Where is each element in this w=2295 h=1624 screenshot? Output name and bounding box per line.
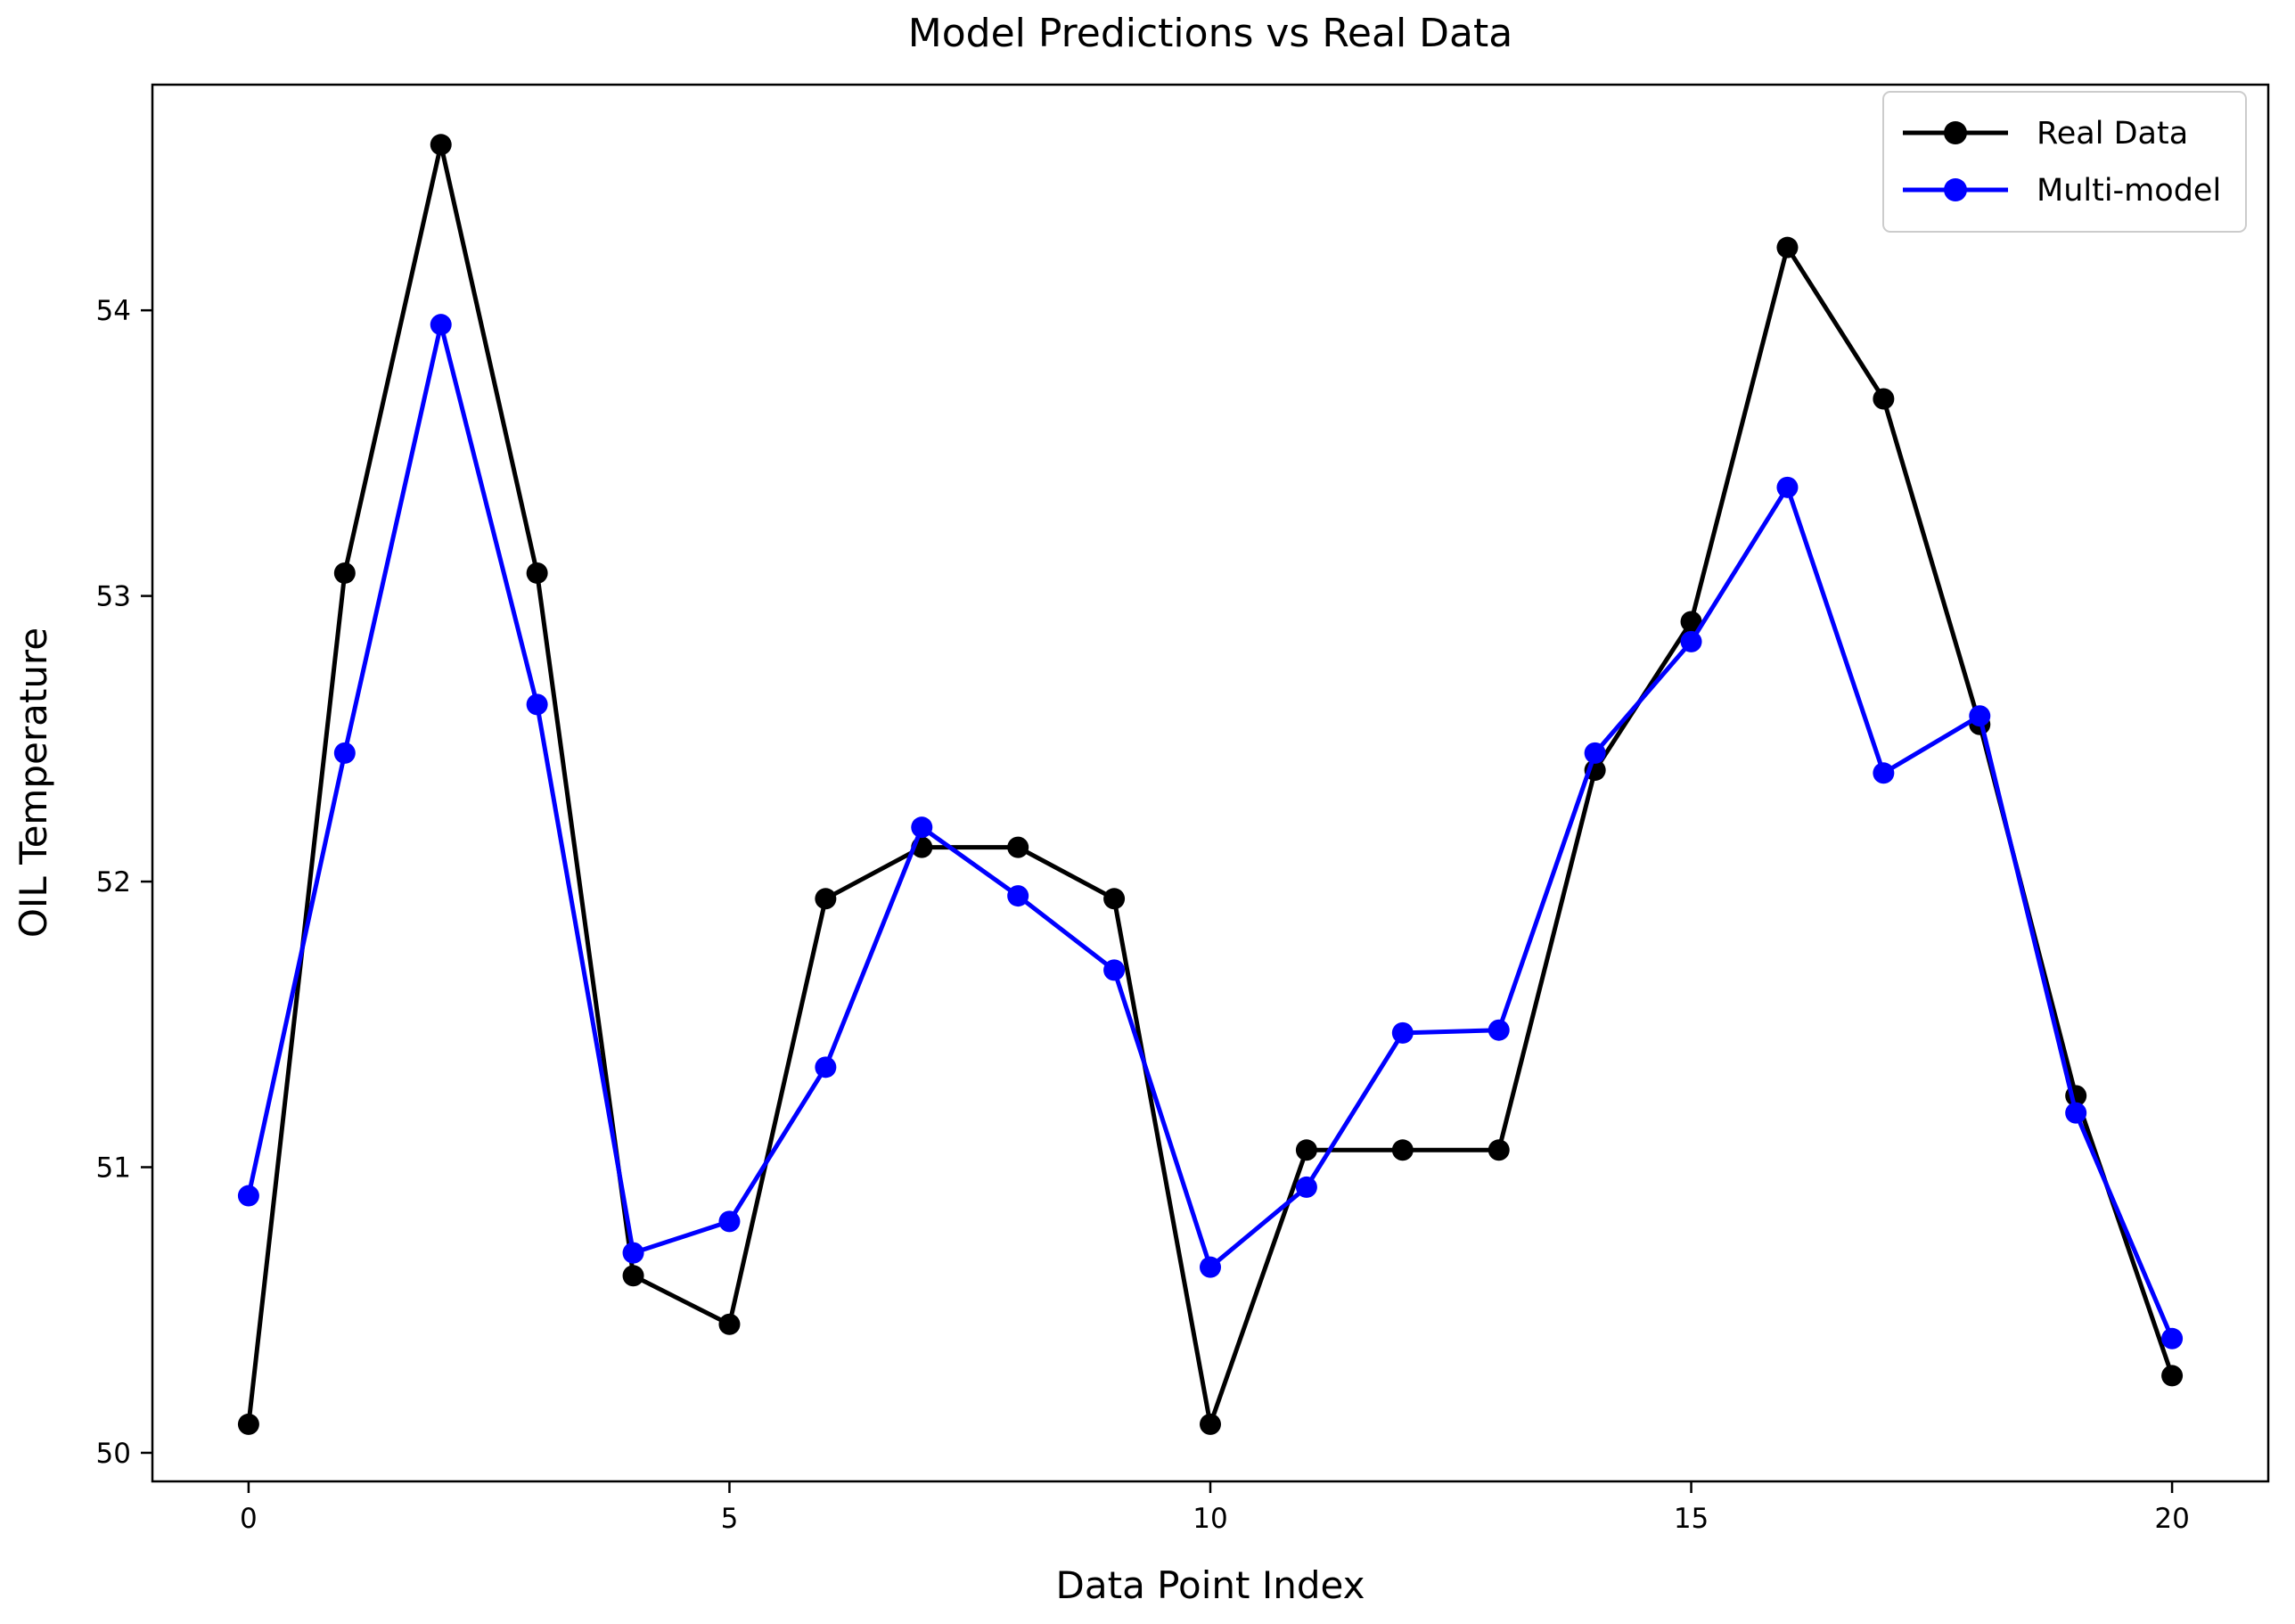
real-data-data-point: [1873, 388, 1895, 410]
real-data-data-point: [1295, 1139, 1317, 1161]
multi-model-data-point: [1873, 762, 1895, 784]
multi-model-data-point: [815, 1056, 837, 1079]
real-data-data-point: [1200, 1413, 1221, 1435]
multi-model-data-point: [1969, 705, 1991, 727]
real-data-data-point: [333, 562, 356, 584]
real-data-data-point: [1391, 1139, 1414, 1161]
x-tick-label: 10: [1193, 1503, 1227, 1535]
legend-entry-label: Real Data: [2037, 116, 2188, 152]
plot-frame: [151, 83, 2270, 1483]
x-tick-label: 0: [240, 1503, 258, 1535]
multi-model-data-point: [1295, 1176, 1317, 1198]
real-data-data-point: [622, 1265, 644, 1287]
multi-model-series-line: [246, 322, 2175, 1340]
multi-model-data-point: [2065, 1102, 2087, 1124]
multi-model-data-point: [1584, 742, 1606, 764]
chart-title: Model Predictions vs Real Data: [908, 11, 1512, 56]
multi-model-data-point: [911, 816, 933, 839]
real-data-data-point: [1488, 1139, 1510, 1161]
legend-box: [1882, 91, 2247, 233]
real-data-data-point: [1776, 236, 1799, 258]
x-tick-label: 15: [1674, 1503, 1709, 1535]
y-tick-label: 53: [96, 581, 131, 613]
multi-model-data-point: [1200, 1256, 1221, 1278]
legend-entry-label: Multi-model: [2037, 173, 2221, 209]
series-layer: [237, 134, 2184, 1435]
multi-model-data-point: [622, 1242, 644, 1264]
real-data-data-point: [1103, 888, 1126, 910]
tick-layer: 0 5 10 15 20 50 51 52 53 54: [96, 295, 2190, 1535]
multi-model-data-point: [430, 314, 452, 336]
real-data-data-point: [1007, 836, 1029, 858]
real-data-series-line: [246, 142, 2175, 1427]
legend-sample-marker: [1944, 178, 1967, 201]
real-data-data-point: [718, 1313, 741, 1335]
real-data-data-point: [237, 1413, 259, 1435]
real-data-data-point: [430, 134, 452, 156]
real-data-data-point: [526, 562, 548, 584]
multi-model-data-point: [237, 1185, 259, 1207]
multi-model-data-point: [718, 1210, 741, 1233]
real-data-data-point: [1680, 611, 1702, 633]
multi-model-data-point: [1776, 476, 1799, 498]
multi-model-data-point: [1391, 1021, 1414, 1044]
x-tick-label: 5: [721, 1503, 739, 1535]
multi-model-data-point: [1007, 885, 1029, 907]
multi-model-data-point: [1488, 1019, 1510, 1041]
x-tick-label: 20: [2154, 1503, 2189, 1535]
real-data-data-point: [2161, 1365, 2184, 1387]
y-tick-label: 50: [96, 1438, 131, 1470]
y-tick-label: 52: [96, 866, 131, 898]
multi-model-data-point: [526, 693, 548, 716]
y-axis-label: OIL Temperature: [12, 627, 55, 938]
legend: Real Data Multi-model: [1882, 91, 2247, 233]
real-data-data-point: [815, 888, 837, 910]
multi-model-data-point: [2161, 1327, 2184, 1349]
multi-model-data-point: [1103, 959, 1126, 981]
multi-model-data-point: [1680, 630, 1702, 652]
legend-sample-marker: [1944, 121, 1967, 144]
multi-model-data-point: [333, 742, 356, 764]
y-tick-label: 54: [96, 295, 131, 327]
x-axis-label: Data Point Index: [1056, 1563, 1365, 1607]
y-tick-label: 51: [96, 1152, 131, 1185]
